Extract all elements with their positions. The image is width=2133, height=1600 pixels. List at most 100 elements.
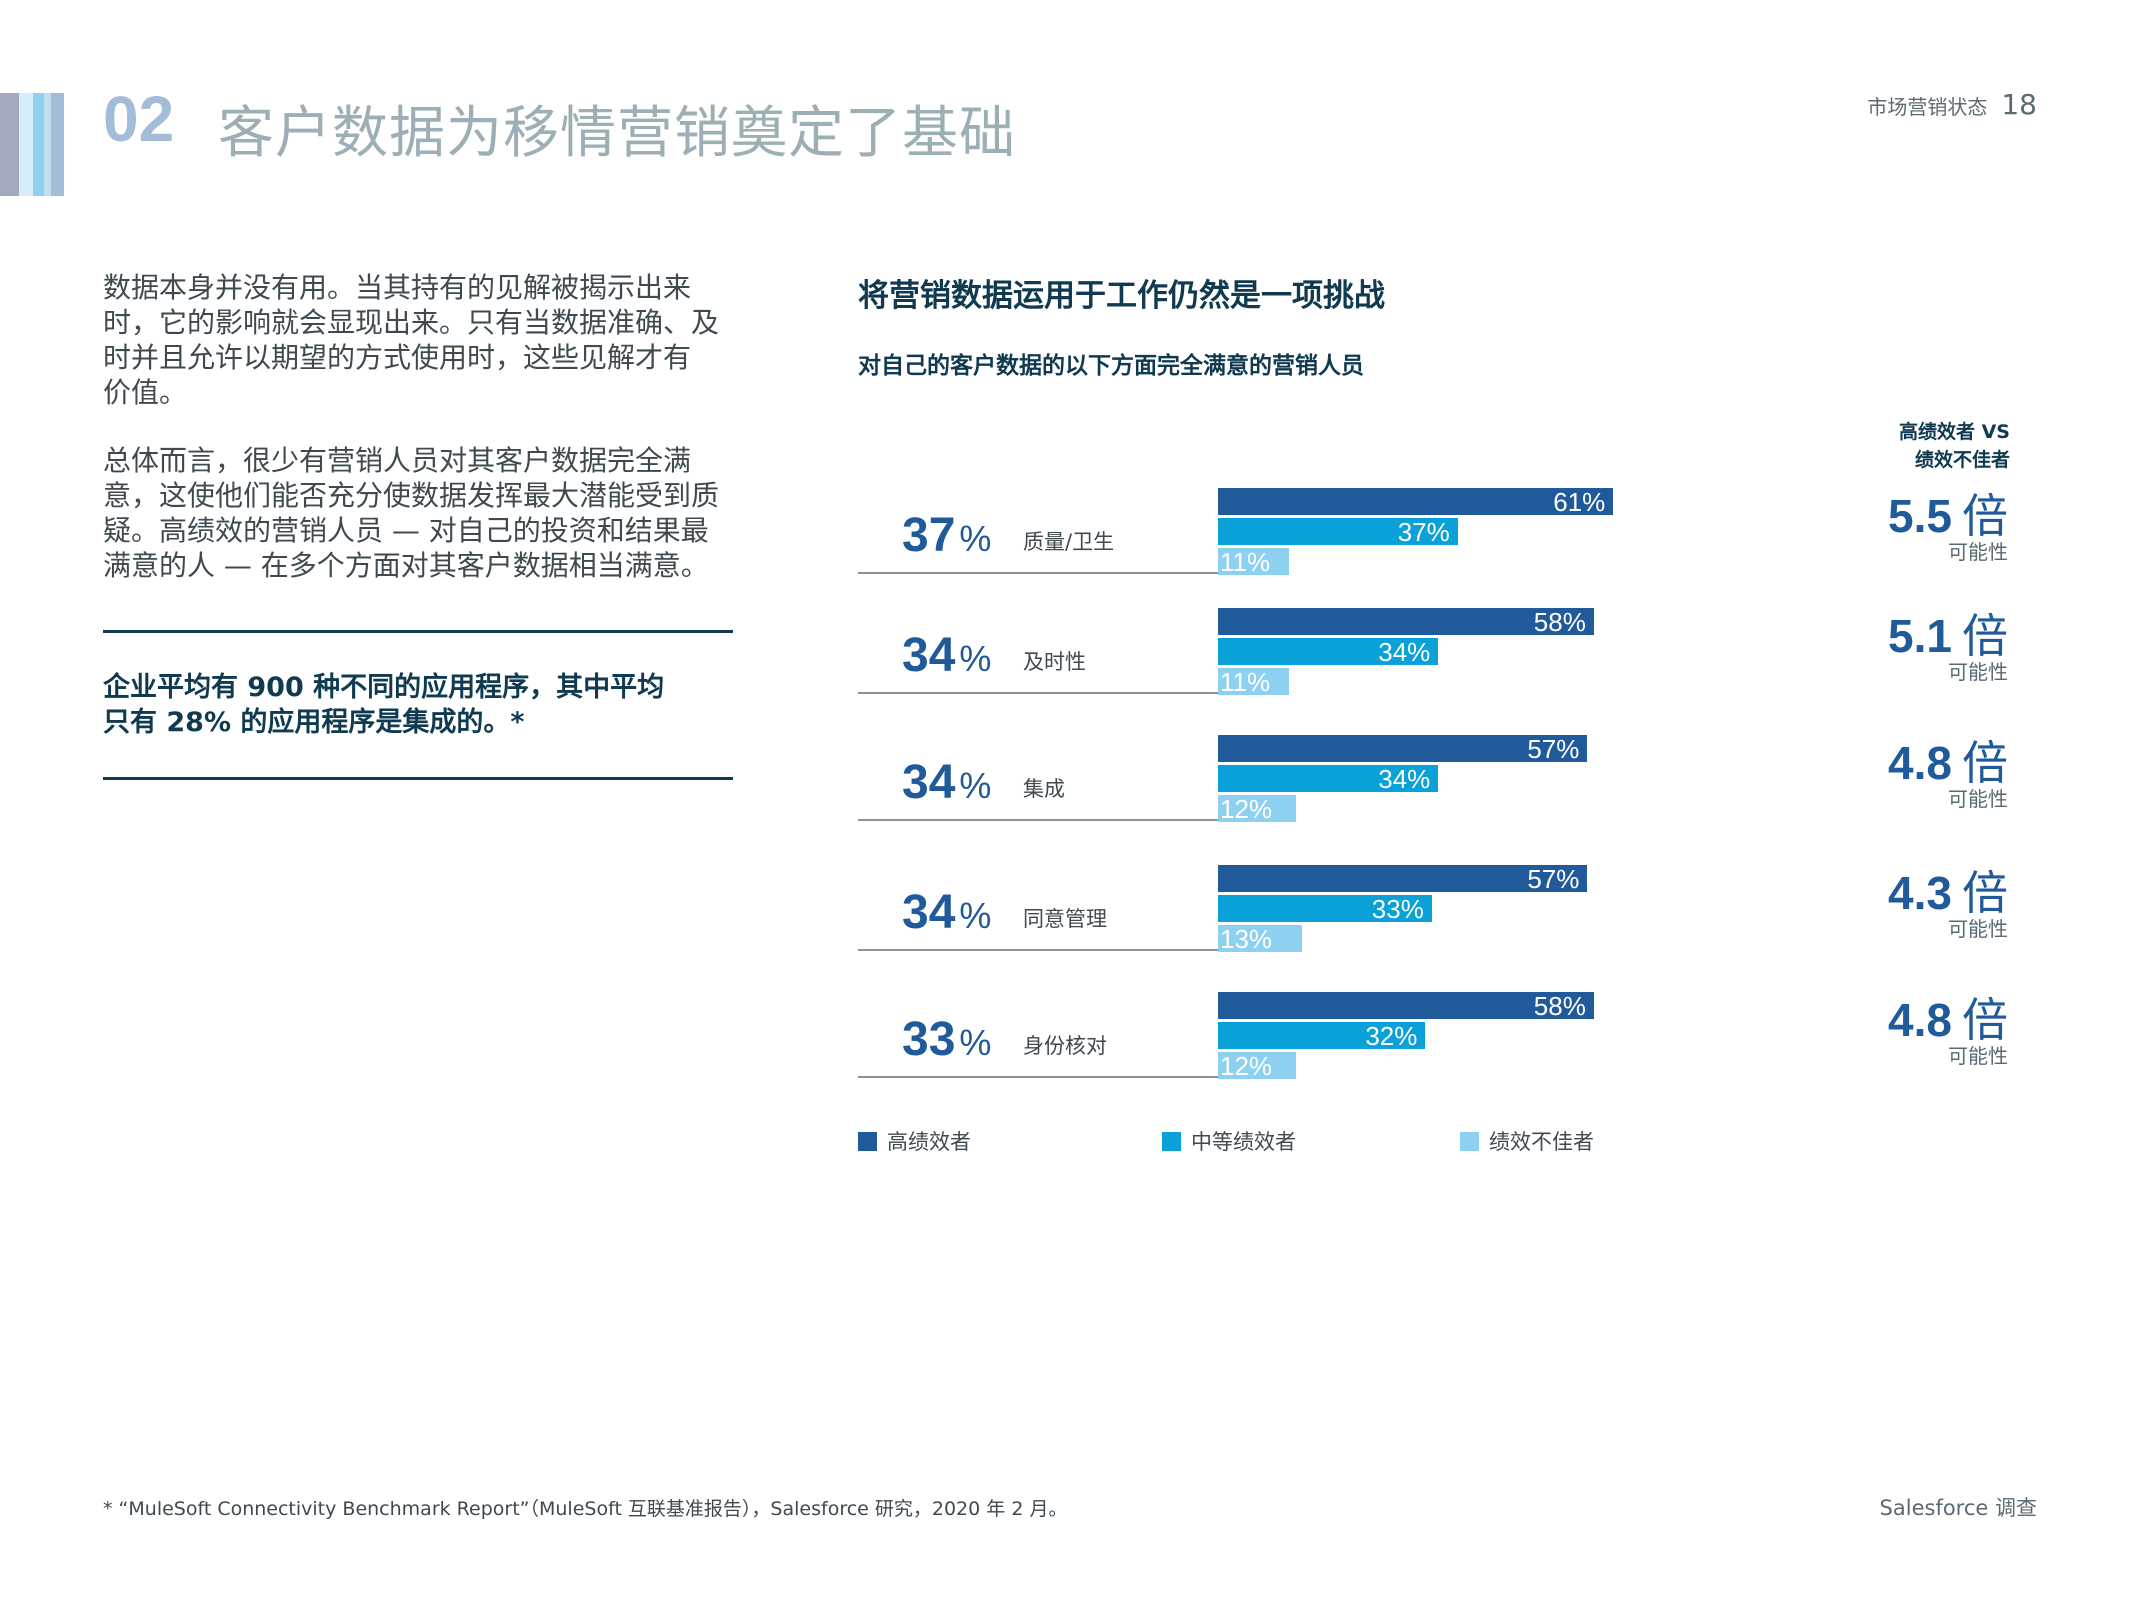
section-number: 02 xyxy=(103,83,175,155)
overall-percent: 34% xyxy=(902,885,991,940)
page-number: 18 xyxy=(2001,88,2037,121)
multiplier: 4.8 倍可能性 xyxy=(1888,984,2008,1069)
multiplier: 4.8 倍可能性 xyxy=(1888,727,2008,812)
category-label: 质量/卫生 xyxy=(1023,530,1115,554)
multiplier: 5.5 倍可能性 xyxy=(1888,480,2008,565)
category-label: 集成 xyxy=(1023,777,1065,801)
bar-high: 61% xyxy=(1218,488,1614,516)
bar-low: 11% xyxy=(1218,548,1290,576)
overall-percent: 33% xyxy=(902,1012,991,1067)
percent-unit: % xyxy=(959,765,992,806)
report-name: 市场营销状态 xyxy=(1867,95,1988,119)
decor-stripe xyxy=(19,93,33,196)
running-header: 市场营销状态 18 xyxy=(1867,88,2037,121)
legend-swatch xyxy=(858,1131,877,1151)
text-line: 高绩效者 VS xyxy=(1898,421,2010,443)
overall-value: 33 xyxy=(902,1013,956,1066)
multiplier-value: 4.8 xyxy=(1888,994,1952,1046)
text-line: 疑。高绩效的营销人员 — 对自己的投资和结果最 xyxy=(103,514,709,547)
bar-high: 57% xyxy=(1218,735,1588,763)
overall-percent: 34% xyxy=(902,628,991,683)
row-divider xyxy=(858,1076,1218,1078)
bar-mid: 34% xyxy=(1218,765,1439,793)
text-line: 绩效不佳者 xyxy=(1914,449,2010,471)
text-line: 意，这使他们能否充分使数据发挥最大潜能受到质 xyxy=(103,479,720,512)
multiplier-value: 5.5 xyxy=(1888,490,1952,542)
chart-subtitle: 对自己的客户数据的以下方面完全满意的营销人员 xyxy=(858,353,1364,379)
text-line: 数据本身并没有用。当其持有的见解被揭示出来 xyxy=(103,271,692,304)
comparison-header: 高绩效者 VS 绩效不佳者 xyxy=(1899,418,2010,474)
bar-low: 12% xyxy=(1218,795,1296,823)
multiplier-unit: 倍 xyxy=(1962,993,2008,1047)
row-divider xyxy=(858,949,1218,951)
text-line: 只有 28% 的应用程序是集成的。* xyxy=(103,707,525,738)
decor-stripe xyxy=(33,93,44,196)
legend-swatch xyxy=(1162,1131,1181,1151)
legend-label: 高绩效者 xyxy=(887,1130,971,1154)
row-divider xyxy=(858,572,1218,574)
multiplier-label: 可能性 xyxy=(1948,1044,2008,1068)
bar-high: 57% xyxy=(1218,865,1588,893)
percent-unit: % xyxy=(959,638,992,679)
legend-item: 高绩效者 xyxy=(858,1126,971,1156)
legend-label: 绩效不佳者 xyxy=(1489,1130,1594,1154)
multiplier-unit: 倍 xyxy=(1962,489,2008,543)
legend-label: 中等绩效者 xyxy=(1191,1130,1296,1154)
bar-high: 58% xyxy=(1218,992,1594,1020)
text-line: 企业平均有 900 种不同的应用程序，其中平均 xyxy=(103,672,665,703)
multiplier-unit: 倍 xyxy=(1962,736,2008,790)
multiplier-label: 可能性 xyxy=(1948,660,2008,684)
text-line: 满意的人 — 在多个方面对其客户数据相当满意。 xyxy=(103,549,709,582)
bar-mid: 37% xyxy=(1218,518,1458,546)
divider xyxy=(103,777,733,780)
overall-percent: 34% xyxy=(902,755,991,810)
decor-stripe xyxy=(51,93,64,196)
percent-unit: % xyxy=(959,1022,992,1063)
percent-unit: % xyxy=(959,518,992,559)
overall-value: 34 xyxy=(902,756,956,809)
text-line: 时并且允许以期望的方式使用时，这些见解才有 xyxy=(103,341,692,374)
multiplier-value: 4.3 xyxy=(1888,867,1952,919)
text-line: 总体而言，很少有营销人员对其客户数据完全满 xyxy=(103,444,692,477)
multiplier-value: 4.8 xyxy=(1888,737,1952,789)
row-divider xyxy=(858,692,1218,694)
multiplier: 4.3 倍可能性 xyxy=(1888,857,2008,942)
bar-low: 11% xyxy=(1218,668,1290,696)
footnote: * “MuleSoft Connectivity Benchmark Repor… xyxy=(103,1498,1068,1520)
bar-mid: 34% xyxy=(1218,638,1439,666)
bar-high: 58% xyxy=(1218,608,1594,636)
footer-source: Salesforce 调查 xyxy=(1879,1496,2037,1520)
overall-value: 37 xyxy=(902,509,956,562)
multiplier-label: 可能性 xyxy=(1948,917,2008,941)
divider xyxy=(103,630,733,633)
category-label: 同意管理 xyxy=(1023,907,1107,931)
page-title: 客户数据为移情营销奠定了基础 xyxy=(218,101,1016,166)
category-label: 及时性 xyxy=(1023,650,1086,674)
bar-mid: 33% xyxy=(1218,895,1432,923)
overall-value: 34 xyxy=(902,886,956,939)
multiplier-value: 5.1 xyxy=(1888,610,1952,662)
legend-swatch xyxy=(1460,1131,1479,1151)
callout-stat: 企业平均有 900 种不同的应用程序，其中平均 只有 28% 的应用程序是集成的… xyxy=(103,670,664,740)
category-label: 身份核对 xyxy=(1023,1034,1107,1058)
overall-value: 34 xyxy=(902,629,956,682)
legend-item: 中等绩效者 xyxy=(1162,1126,1296,1156)
multiplier-label: 可能性 xyxy=(1948,787,2008,811)
summary-paragraph: 总体而言，很少有营销人员对其客户数据完全满 意，这使他们能否充分使数据发挥最大潜… xyxy=(103,443,743,583)
overall-percent: 37% xyxy=(902,508,991,563)
text-line: 时，它的影响就会显现出来。只有当数据准确、及 xyxy=(103,306,720,339)
bar-low: 12% xyxy=(1218,1052,1296,1080)
intro-paragraph: 数据本身并没有用。当其持有的见解被揭示出来 时，它的影响就会显现出来。只有当数据… xyxy=(103,270,743,410)
percent-unit: % xyxy=(959,895,992,936)
multiplier-label: 可能性 xyxy=(1948,540,2008,564)
multiplier: 5.1 倍可能性 xyxy=(1888,600,2008,685)
bar-low: 13% xyxy=(1218,925,1303,953)
multiplier-unit: 倍 xyxy=(1962,609,2008,663)
multiplier-unit: 倍 xyxy=(1962,866,2008,920)
bar-mid: 32% xyxy=(1218,1022,1426,1050)
decor-stripe xyxy=(0,93,19,196)
chart-title: 将营销数据运用于工作仍然是一项挑战 xyxy=(858,278,1385,314)
text-line: 价值。 xyxy=(103,376,188,409)
decor-stripe xyxy=(44,93,51,196)
legend-item: 绩效不佳者 xyxy=(1460,1126,1594,1156)
